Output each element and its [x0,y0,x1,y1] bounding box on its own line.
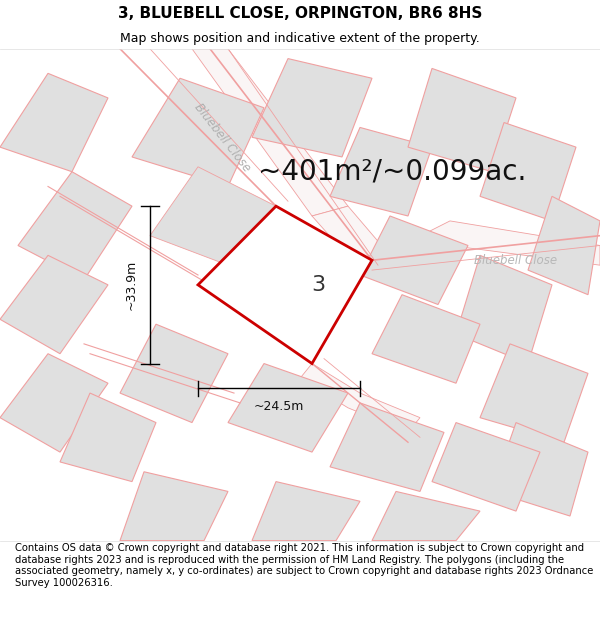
Polygon shape [300,364,420,432]
Polygon shape [150,167,276,265]
Polygon shape [120,472,228,541]
Polygon shape [330,403,444,491]
Polygon shape [60,393,156,482]
Text: 3: 3 [311,275,325,295]
Text: ~24.5m: ~24.5m [254,401,304,414]
Text: Bluebell Close: Bluebell Close [475,254,557,267]
Polygon shape [456,256,552,364]
Polygon shape [18,172,132,280]
Polygon shape [312,206,390,270]
Polygon shape [492,422,588,516]
Polygon shape [528,196,600,294]
Text: Map shows position and indicative extent of the property.: Map shows position and indicative extent… [120,31,480,44]
Text: Bluebell Close: Bluebell Close [191,101,253,174]
Polygon shape [372,221,600,280]
Polygon shape [192,49,348,216]
Text: ~33.9m: ~33.9m [125,260,138,310]
Polygon shape [252,59,372,157]
Polygon shape [480,344,588,442]
Polygon shape [252,482,360,541]
Polygon shape [0,354,108,452]
Polygon shape [120,324,228,422]
Polygon shape [432,422,540,511]
Text: ~401m²/~0.099ac.: ~401m²/~0.099ac. [258,158,526,186]
Polygon shape [408,68,516,172]
Polygon shape [228,364,348,452]
Polygon shape [372,294,480,383]
Text: 3, BLUEBELL CLOSE, ORPINGTON, BR6 8HS: 3, BLUEBELL CLOSE, ORPINGTON, BR6 8HS [118,6,482,21]
Polygon shape [0,73,108,172]
Polygon shape [480,122,576,221]
Polygon shape [360,216,468,304]
Text: Contains OS data © Crown copyright and database right 2021. This information is : Contains OS data © Crown copyright and d… [15,543,593,588]
Polygon shape [198,206,372,364]
Polygon shape [132,78,264,186]
Polygon shape [330,127,432,216]
Polygon shape [0,256,108,354]
Polygon shape [372,491,480,541]
